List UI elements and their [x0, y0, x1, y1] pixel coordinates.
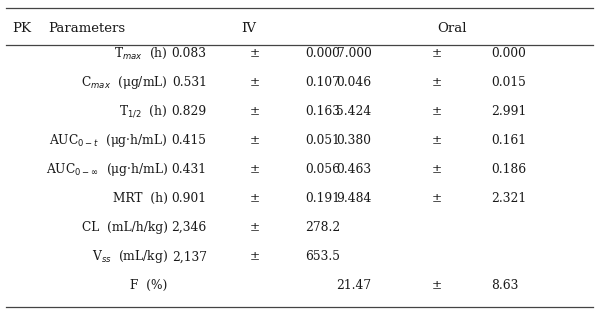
Text: 0.431: 0.431 [172, 163, 207, 176]
Text: 0.000: 0.000 [491, 47, 526, 60]
Text: 7.000: 7.000 [337, 47, 371, 60]
Text: 0.015: 0.015 [491, 76, 526, 89]
Text: 0.463: 0.463 [336, 163, 371, 176]
Text: ±: ± [250, 192, 259, 205]
Text: T$_{1/2}$  (h): T$_{1/2}$ (h) [119, 104, 168, 119]
Text: 0.046: 0.046 [336, 76, 371, 89]
Text: ±: ± [432, 105, 442, 118]
Text: 2,137: 2,137 [172, 250, 207, 263]
Text: ±: ± [250, 76, 259, 89]
Text: 653.5: 653.5 [305, 250, 340, 263]
Text: 2.991: 2.991 [491, 105, 527, 118]
Text: 0.161: 0.161 [491, 134, 526, 147]
Text: 0.415: 0.415 [172, 134, 207, 147]
Text: 0.163: 0.163 [305, 105, 340, 118]
Text: Parameters: Parameters [48, 22, 125, 35]
Text: 2,346: 2,346 [171, 221, 207, 234]
Text: V$_{ss}$  (mL/kg): V$_{ss}$ (mL/kg) [92, 248, 168, 265]
Text: ±: ± [432, 47, 442, 60]
Text: 0.191: 0.191 [305, 192, 340, 205]
Text: 278.2: 278.2 [305, 221, 341, 234]
Text: 0.829: 0.829 [171, 105, 207, 118]
Text: 0.083: 0.083 [172, 47, 207, 60]
Text: 0.186: 0.186 [491, 163, 527, 176]
Text: PK: PK [12, 22, 31, 35]
Text: ±: ± [432, 192, 442, 205]
Text: ±: ± [250, 221, 259, 234]
Text: 9.484: 9.484 [336, 192, 371, 205]
Text: ±: ± [432, 76, 442, 89]
Text: ±: ± [250, 163, 259, 176]
Text: ±: ± [250, 134, 259, 147]
Text: 5.424: 5.424 [336, 105, 371, 118]
Text: T$_{max}$  (h): T$_{max}$ (h) [114, 46, 168, 61]
Text: 0.000: 0.000 [305, 47, 340, 60]
Text: AUC$_{0-t}$  (μg·h/mL): AUC$_{0-t}$ (μg·h/mL) [49, 132, 168, 149]
Text: AUC$_{0-∞}$  (μg·h/mL): AUC$_{0-∞}$ (μg·h/mL) [46, 161, 168, 178]
Text: ±: ± [250, 47, 259, 60]
Text: C$_{max}$  (μg/mL): C$_{max}$ (μg/mL) [81, 74, 168, 91]
Text: ±: ± [250, 105, 259, 118]
Text: 0.531: 0.531 [172, 76, 207, 89]
Text: MRT  (h): MRT (h) [113, 192, 168, 205]
Text: F  (%): F (%) [131, 280, 168, 292]
Text: 0.380: 0.380 [337, 134, 371, 147]
Text: 0.901: 0.901 [172, 192, 207, 205]
Text: 2.321: 2.321 [491, 192, 527, 205]
Text: 0.107: 0.107 [305, 76, 340, 89]
Text: ±: ± [432, 134, 442, 147]
Text: 0.051: 0.051 [305, 134, 340, 147]
Text: 0.056: 0.056 [305, 163, 340, 176]
Text: 8.63: 8.63 [491, 280, 519, 292]
Text: Oral: Oral [437, 22, 467, 35]
Text: CL  (mL/h/kg): CL (mL/h/kg) [81, 221, 168, 234]
Text: ±: ± [432, 163, 442, 176]
Text: ±: ± [432, 280, 442, 292]
Text: IV: IV [241, 22, 256, 35]
Text: ±: ± [250, 250, 259, 263]
Text: 21.47: 21.47 [336, 280, 371, 292]
